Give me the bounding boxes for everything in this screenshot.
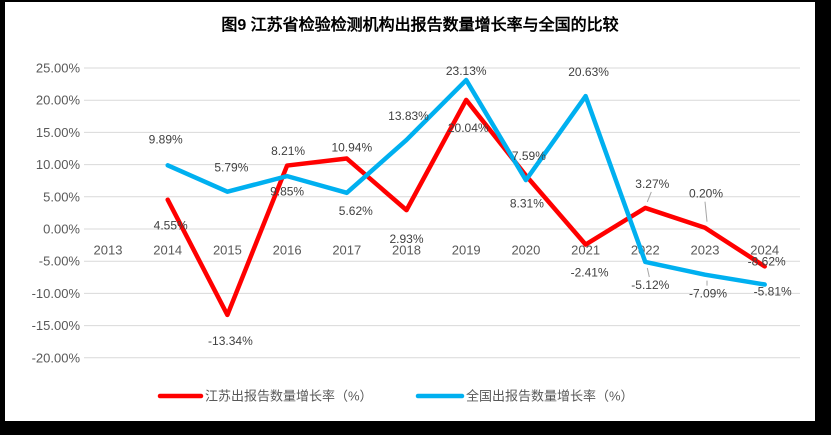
- data-label: 20.63%: [568, 65, 609, 79]
- grid-layer: [84, 67, 800, 359]
- data-label: 7.59%: [512, 149, 546, 163]
- data-label: 0.20%: [689, 187, 723, 201]
- legend-label-national: 全国出报告数量增长率（%）: [466, 389, 634, 404]
- data-label: -13.34%: [208, 334, 253, 348]
- y-tick-label: 10.00%: [36, 157, 81, 172]
- data-label: 2.93%: [389, 232, 423, 246]
- data-label: -7.09%: [689, 287, 727, 301]
- photo-border-right: [815, 0, 831, 435]
- y-tick-label: 25.00%: [36, 61, 81, 76]
- data-label: -2.41%: [571, 266, 609, 280]
- x-tick-label: 2018: [392, 243, 421, 258]
- data-label-layer: 4.55% -13.34% 9.85% 10.94% 2.93% 20.04% 8.31% -…: [149, 64, 792, 348]
- legend: 江苏出报告数量增长率（%） 全国出报告数量增长率（%）: [157, 389, 634, 404]
- x-tick-label: 2017: [332, 243, 361, 258]
- legend-label-jiangsu: 江苏出报告数量增长率（%）: [205, 389, 373, 404]
- data-label: 5.79%: [214, 161, 248, 175]
- x-tick-label: 2013: [94, 243, 123, 258]
- leader-line: [704, 201, 708, 222]
- y-tick-label: -5.00%: [39, 254, 81, 269]
- y-tick-label: 15.00%: [36, 125, 81, 140]
- y-tick-label: 20.00%: [36, 93, 81, 108]
- series-line-jiangsu: [165, 97, 767, 318]
- x-tick-label: 2024: [750, 243, 779, 258]
- data-label: 8.31%: [510, 196, 544, 210]
- data-label: 20.04%: [448, 121, 489, 135]
- x-tick-label: 2020: [511, 243, 540, 258]
- x-tick-label: 2016: [273, 243, 302, 258]
- y-tick-label: 0.00%: [43, 222, 80, 237]
- data-label: -8.62%: [748, 255, 786, 269]
- series-line-national: [165, 77, 767, 287]
- photo-border-left: [0, 0, 5, 435]
- data-label: 10.94%: [331, 141, 372, 155]
- data-label: -5.12%: [631, 278, 669, 292]
- chart-title: 图9 江苏省检验检测机构出报告数量增长率与全国的比较: [221, 15, 618, 34]
- photo-border-bottom: [0, 421, 831, 435]
- x-tick-label: 2021: [571, 243, 600, 258]
- data-label: 8.21%: [271, 144, 305, 158]
- data-label: -5.81%: [754, 284, 792, 298]
- y-tick-label: -15.00%: [32, 318, 81, 333]
- leader-line: [646, 191, 652, 203]
- data-label: 5.62%: [339, 204, 373, 218]
- series-layer: [165, 77, 767, 318]
- data-label: 13.83%: [388, 109, 429, 123]
- x-tick-label: 2023: [691, 243, 720, 258]
- data-label: 9.89%: [149, 132, 183, 146]
- x-tick-label: 2014: [153, 243, 182, 258]
- data-label: 23.13%: [446, 64, 487, 78]
- leader-line: [646, 267, 650, 278]
- x-tick-label: 2015: [213, 243, 242, 258]
- x-tick-label: 2022: [631, 243, 660, 258]
- y-tick-label: 5.00%: [43, 189, 80, 204]
- photo-border-top: [0, 0, 831, 2]
- x-tick-label: 2019: [452, 243, 481, 258]
- data-label: 9.85%: [270, 185, 304, 199]
- data-label: 4.55%: [154, 219, 188, 233]
- data-label: 3.27%: [635, 177, 669, 191]
- axis-layer: 25.00% 20.00% 15.00% 10.00% 5.00% 0.00% -5.00%…: [32, 61, 780, 366]
- y-tick-label: -10.00%: [32, 286, 81, 301]
- y-tick-label: -20.00%: [32, 350, 81, 365]
